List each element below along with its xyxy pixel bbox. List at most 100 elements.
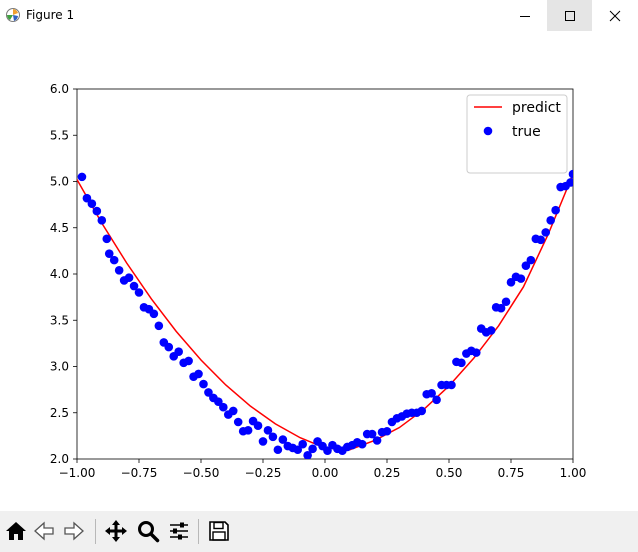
scatter-point-true <box>293 445 303 455</box>
toolbar-separator <box>95 519 96 544</box>
scatter-point-true <box>219 402 228 412</box>
scatter-point-true <box>149 309 159 319</box>
x-tick-label: −0.50 <box>183 466 220 480</box>
scatter-point-true <box>551 205 560 215</box>
scatter-point-true <box>87 199 97 208</box>
scatter-point-true <box>486 326 496 335</box>
scatter-point-true <box>506 278 516 287</box>
scatter-point-true <box>114 266 124 275</box>
y-tick-label: 4.5 <box>50 221 69 235</box>
plot-area <box>77 169 573 459</box>
y-tick-label: 2.0 <box>50 452 69 466</box>
scatter-point-true <box>367 429 377 439</box>
legend-box <box>466 94 568 174</box>
configure-subplots-button[interactable] <box>165 517 193 545</box>
scatter-point-true <box>427 389 436 398</box>
x-tick-label: 0.00 <box>312 466 339 480</box>
scatter-point-true <box>536 235 546 245</box>
scatter-point-true <box>501 297 511 307</box>
pan-button[interactable] <box>102 517 130 545</box>
scatter-point-true <box>199 379 208 389</box>
arrow-left-icon <box>34 521 54 541</box>
scatter-point-true <box>308 444 317 454</box>
arrow-right-icon <box>64 521 84 541</box>
scatter-point-true <box>154 321 164 331</box>
scatter-point-true <box>82 193 92 203</box>
scatter-point-true <box>102 234 112 244</box>
scatter-point-true <box>204 388 213 397</box>
y-tick-label: 4.0 <box>50 267 69 281</box>
scatter-point-true <box>526 255 536 265</box>
scatter-point-true <box>372 436 382 445</box>
x-tick-label: −0.25 <box>245 466 282 480</box>
window-titlebar[interactable]: Figure 1 <box>0 0 638 31</box>
forward-button[interactable] <box>60 517 88 545</box>
scatter-point-true <box>516 274 526 283</box>
scatter-point-true <box>496 303 506 313</box>
scatter-point-true <box>357 439 367 449</box>
toolbar-separator <box>198 519 199 544</box>
scatter-point-true <box>164 342 174 352</box>
scatter-point-true <box>546 216 555 225</box>
navigation-toolbar <box>0 511 638 552</box>
x-tick-label: −1.00 <box>59 466 96 480</box>
scatter-point-true <box>253 421 263 431</box>
scatter-point-true <box>457 358 466 368</box>
minimize-icon <box>519 15 530 17</box>
scatter-point-true <box>432 395 441 405</box>
legend-label-true: true <box>512 124 541 140</box>
scatter-point-true <box>566 178 573 187</box>
scatter-point-true <box>447 380 456 390</box>
scatter-point-true <box>134 288 144 297</box>
scatter-point-true <box>214 397 223 406</box>
scatter-point-true <box>568 169 573 179</box>
scatter-point-true <box>541 228 551 237</box>
minimize-button[interactable] <box>502 0 547 31</box>
x-tick-label: 0.50 <box>436 466 463 480</box>
matplotlib-logo-icon <box>5 7 21 23</box>
x-tick-label: −0.75 <box>121 466 158 480</box>
scatter-point-true <box>298 439 307 449</box>
y-tick-label: 5.0 <box>50 175 69 189</box>
zoom-button[interactable] <box>134 517 162 545</box>
floppy-disk-icon <box>209 521 229 541</box>
magnifier-icon <box>138 521 160 543</box>
scatter-point-true <box>258 437 268 446</box>
scatter-point-true <box>194 369 203 379</box>
scatter-point-true <box>104 249 114 258</box>
scatter-point-true <box>77 172 87 182</box>
legend-marker-true <box>483 126 493 136</box>
window-title: Figure 1 <box>26 8 75 22</box>
maximize-button[interactable] <box>547 0 592 31</box>
scatter-point-true <box>268 432 278 442</box>
maximize-icon <box>564 10 575 21</box>
x-tick-label: 1.00 <box>560 466 587 480</box>
scatter-point-true <box>273 445 283 455</box>
y-tick-label: 3.5 <box>50 313 69 327</box>
legend-label-predict: predict <box>512 100 561 116</box>
scatter-point-true <box>174 347 183 357</box>
close-button[interactable] <box>592 0 637 31</box>
close-icon <box>609 10 620 21</box>
scatter-point-true <box>521 261 531 270</box>
scatter-point-true <box>129 281 139 291</box>
y-tick-label: 5.5 <box>50 128 69 142</box>
back-button[interactable] <box>30 517 58 545</box>
save-button[interactable] <box>205 517 233 545</box>
scatter-point-true <box>97 216 107 225</box>
scatter-point-true <box>109 255 119 265</box>
scatter-point-true <box>184 356 193 366</box>
scatter-point-true <box>417 406 427 416</box>
scatter-point-true <box>303 451 312 459</box>
scatter-point-true <box>92 206 102 216</box>
scatter-point-true <box>263 426 273 435</box>
scatter-plot: −1.00 −0.75 −0.50 −0.25 0.00 0.25 0.50 0.75 1.00… <box>50 82 587 480</box>
home-button[interactable] <box>2 517 30 545</box>
x-tick-label: 0.25 <box>374 466 401 480</box>
figure-canvas[interactable]: −1.00 −0.75 −0.50 −0.25 0.00 0.25 0.50 0.75 1.00… <box>0 31 638 511</box>
scatter-point-true <box>382 426 392 436</box>
home-icon <box>6 522 26 540</box>
scatter-point-true <box>323 446 332 455</box>
scatter-point-true <box>228 406 238 416</box>
sliders-icon <box>170 522 188 540</box>
